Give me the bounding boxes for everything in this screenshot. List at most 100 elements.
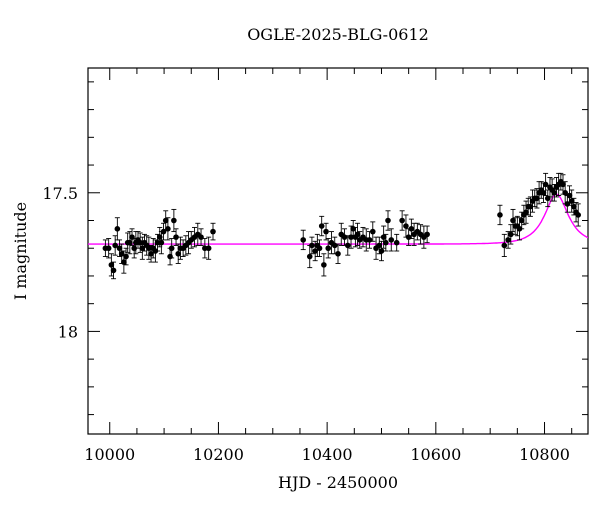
point-marker <box>114 226 121 232</box>
data-point <box>341 228 348 246</box>
data-point <box>501 233 508 257</box>
point-marker <box>534 195 540 202</box>
data-point <box>408 218 415 239</box>
data-point <box>309 236 315 255</box>
data-point <box>205 236 212 260</box>
data-point <box>165 217 171 241</box>
point-marker <box>127 239 133 246</box>
point-marker <box>210 228 216 235</box>
point-marker <box>403 223 409 229</box>
data-point <box>497 204 503 226</box>
point-marker <box>168 245 175 252</box>
point-marker <box>108 262 115 268</box>
point-marker <box>568 198 575 204</box>
point-marker <box>527 203 534 210</box>
point-marker <box>335 250 341 257</box>
data-point <box>510 208 516 233</box>
x-axis-label: HJD - 2450000 <box>278 473 398 492</box>
data-point <box>508 224 514 245</box>
point-marker <box>344 242 351 249</box>
point-marker <box>139 245 146 252</box>
data-point <box>414 222 421 241</box>
point-marker <box>497 212 503 218</box>
point-marker <box>571 203 577 210</box>
plot-frame <box>87 67 589 435</box>
point-marker <box>518 217 525 224</box>
data-point <box>383 233 389 252</box>
data-point <box>198 228 204 246</box>
point-marker <box>424 231 430 238</box>
point-marker <box>510 217 516 224</box>
data-point <box>354 222 361 246</box>
point-marker <box>331 242 338 249</box>
point-marker <box>562 189 568 196</box>
point-marker <box>205 245 212 252</box>
point-marker <box>105 245 112 252</box>
point-marker <box>312 248 318 254</box>
point-marker <box>575 212 582 218</box>
point-marker <box>341 234 348 240</box>
y-tick-label: 18 <box>58 322 78 341</box>
data-point <box>110 261 117 280</box>
point-marker <box>399 217 405 224</box>
point-marker <box>148 250 154 257</box>
data-point <box>385 210 391 231</box>
data-point <box>143 235 150 256</box>
data-point <box>321 253 327 277</box>
data-point <box>417 224 424 245</box>
point-marker <box>175 250 182 257</box>
point-marker <box>116 245 123 252</box>
data-point <box>150 238 157 259</box>
point-marker <box>369 228 376 235</box>
data-point <box>183 235 189 256</box>
data-point <box>323 222 329 241</box>
x-tick-label: 10000 <box>84 445 135 464</box>
data-point <box>369 221 376 242</box>
point-marker <box>173 234 179 240</box>
point-marker <box>408 226 415 232</box>
point-marker <box>158 239 165 246</box>
point-marker <box>551 189 558 196</box>
data-point <box>424 225 430 244</box>
data-point <box>123 247 129 266</box>
point-marker <box>306 253 313 260</box>
data-point <box>146 236 152 260</box>
data-point <box>403 214 409 238</box>
data-point <box>108 253 115 277</box>
point-marker <box>112 242 118 249</box>
data-point <box>393 233 400 252</box>
data-point <box>378 240 385 262</box>
point-marker <box>323 228 329 235</box>
data-point <box>366 231 373 249</box>
point-marker <box>165 226 171 232</box>
point-marker <box>366 237 373 243</box>
data-point <box>188 231 195 249</box>
data-point <box>194 222 201 246</box>
point-marker <box>110 267 117 274</box>
data-point <box>399 210 405 231</box>
data-point <box>121 250 127 274</box>
data-point <box>137 232 143 253</box>
point-marker <box>505 237 511 243</box>
point-marker <box>300 237 307 243</box>
point-marker <box>383 239 389 246</box>
point-marker <box>309 242 315 249</box>
data-point <box>338 222 345 246</box>
data-point <box>112 235 118 256</box>
point-marker <box>388 237 395 243</box>
data-point <box>335 243 341 264</box>
data-point <box>139 236 146 260</box>
data-point <box>575 203 582 227</box>
chart-title: OGLE-2025-BLG-0612 <box>247 25 429 44</box>
data-point <box>388 228 395 252</box>
data-point <box>173 228 179 246</box>
point-marker <box>354 231 361 238</box>
point-marker <box>123 253 129 260</box>
point-marker <box>380 234 387 240</box>
data-point <box>312 240 318 262</box>
data-point <box>373 236 379 260</box>
data-point <box>185 231 192 255</box>
point-marker <box>523 209 529 215</box>
x-tick-label: 10600 <box>410 445 461 464</box>
point-marker <box>385 217 391 224</box>
